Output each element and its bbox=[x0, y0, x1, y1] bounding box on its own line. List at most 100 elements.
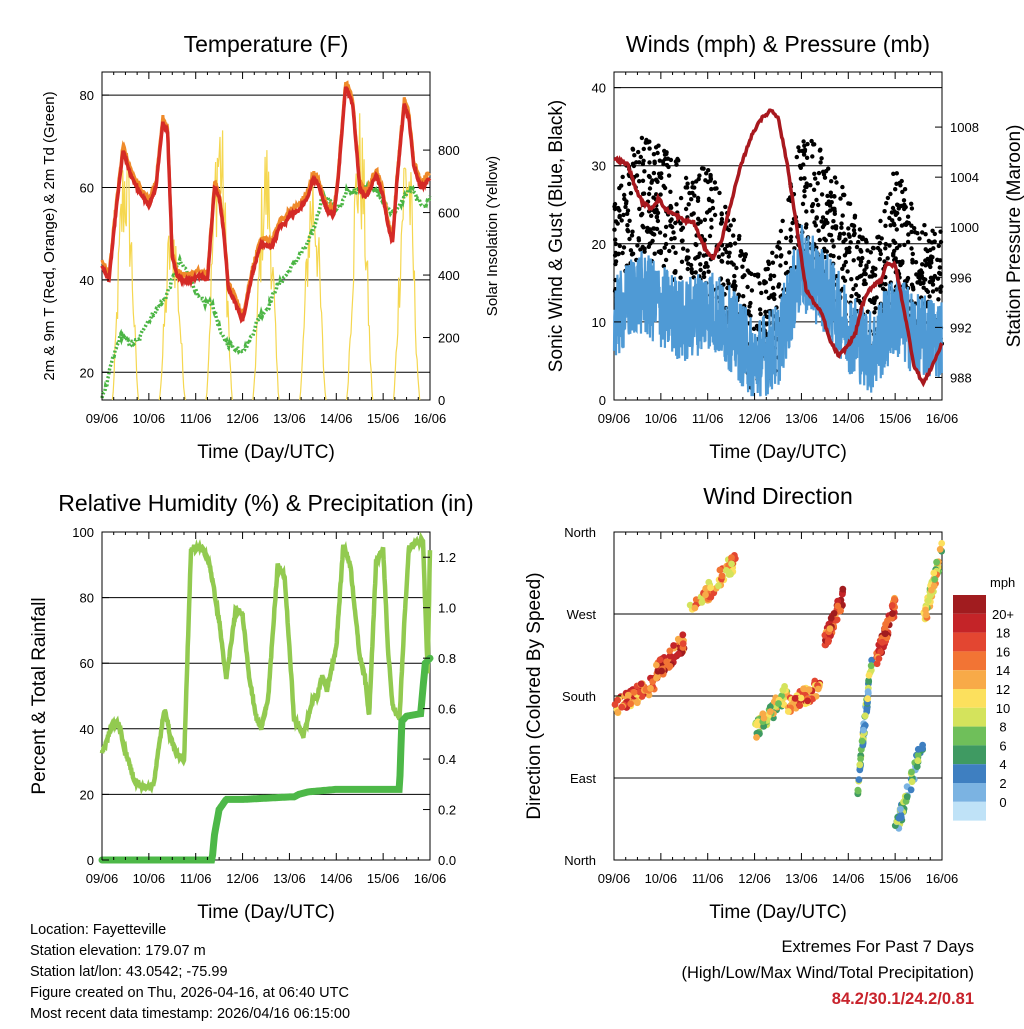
gust-point bbox=[683, 206, 689, 212]
solar-y2-tick-label: 800 bbox=[438, 143, 460, 158]
gust-point bbox=[649, 213, 654, 218]
gust-point bbox=[716, 254, 722, 259]
legend-swatch bbox=[953, 764, 986, 783]
gust-point bbox=[859, 249, 864, 254]
wind-direction-point bbox=[647, 684, 654, 692]
legend-label: 20+ bbox=[992, 607, 1014, 622]
gust-point bbox=[814, 197, 819, 203]
gust-point bbox=[641, 158, 646, 163]
gust-point bbox=[617, 185, 622, 191]
wind-direction-point bbox=[633, 699, 641, 707]
gust-point bbox=[910, 251, 915, 257]
gust-point bbox=[704, 261, 709, 266]
wind-direction-point bbox=[722, 567, 730, 574]
gust-point bbox=[679, 227, 684, 232]
x-tick-label: 11/06 bbox=[692, 411, 724, 426]
gust-point bbox=[822, 175, 828, 180]
gust-point bbox=[845, 269, 850, 274]
wind-direction-point bbox=[800, 685, 807, 693]
gust-point bbox=[846, 201, 851, 206]
gust-point bbox=[654, 214, 660, 219]
x-tick-label: 13/06 bbox=[273, 871, 306, 886]
temperature-x-axis-label: Time (Day/UTC) bbox=[197, 442, 335, 463]
gust-point bbox=[650, 238, 655, 244]
wind-direction-point bbox=[889, 610, 896, 617]
x-tick-label: 13/06 bbox=[785, 871, 818, 886]
gust-point bbox=[728, 223, 733, 228]
figure-created: Figure created on Thu, 2026-04-16, at 06… bbox=[30, 985, 349, 1001]
humidity-y-tick-label: 20 bbox=[80, 787, 94, 802]
gust-point bbox=[645, 225, 650, 231]
gust-point bbox=[662, 245, 667, 250]
gust-point bbox=[832, 175, 838, 180]
wind-direction-point bbox=[716, 566, 724, 574]
gust-point bbox=[802, 194, 807, 199]
gust-point bbox=[681, 246, 686, 251]
wind-direction-point bbox=[630, 688, 638, 696]
gust-point bbox=[937, 258, 943, 263]
gust-point bbox=[625, 208, 631, 213]
gust-point bbox=[857, 227, 863, 232]
gust-point bbox=[613, 259, 619, 264]
wind-direction-x-axis-label: Time (Day/UTC) bbox=[709, 902, 847, 923]
gust-point bbox=[895, 210, 900, 216]
extremes-box: Extremes For Past 7 Days (High/Low/Max W… bbox=[681, 934, 974, 1012]
gust-point bbox=[646, 244, 651, 249]
temperature-y-tick-label: 60 bbox=[80, 180, 94, 195]
gust-point bbox=[695, 221, 701, 226]
wind-direction-point bbox=[890, 596, 898, 603]
gust-point bbox=[661, 263, 666, 269]
wind-direction-point bbox=[930, 569, 938, 577]
gust-point bbox=[719, 219, 724, 225]
gust-point bbox=[689, 266, 694, 272]
x-tick-label: 10/06 bbox=[645, 411, 678, 426]
x-tick-label: 14/06 bbox=[832, 871, 865, 886]
gust-point bbox=[843, 259, 848, 265]
precip-y2-tick-label: 1.2 bbox=[438, 550, 456, 565]
gust-point bbox=[833, 224, 838, 229]
gust-point bbox=[905, 277, 910, 282]
wind-direction-y-axis-label: Direction (Colored By Speed) bbox=[524, 572, 545, 819]
gust-point bbox=[672, 236, 677, 241]
x-tick-label: 15/06 bbox=[879, 411, 912, 426]
x-tick-label: 14/06 bbox=[832, 411, 865, 426]
gust-point bbox=[936, 297, 941, 302]
gust-point bbox=[763, 309, 768, 315]
gust-point bbox=[709, 217, 714, 222]
wind-direction-point bbox=[865, 672, 873, 679]
precip-y2-tick-label: 0.8 bbox=[438, 651, 456, 666]
wind-direction-point bbox=[791, 695, 799, 702]
wind-direction-point bbox=[753, 734, 760, 741]
gust-point bbox=[757, 307, 763, 312]
gust-point bbox=[766, 295, 772, 301]
gust-point bbox=[655, 150, 660, 156]
gust-point bbox=[732, 279, 737, 284]
gust-point bbox=[827, 203, 833, 208]
winds-y-tick-label: 0 bbox=[599, 393, 606, 408]
gust-point bbox=[882, 209, 887, 214]
gust-point bbox=[671, 230, 676, 235]
gust-point bbox=[668, 218, 673, 224]
wind-direction-point bbox=[675, 650, 682, 658]
gust-point bbox=[938, 229, 943, 234]
gust-point bbox=[880, 286, 886, 291]
gust-point bbox=[901, 198, 907, 203]
gust-point bbox=[894, 227, 899, 232]
gust-point bbox=[931, 246, 936, 251]
gust-point bbox=[928, 264, 933, 270]
gust-point bbox=[770, 285, 776, 291]
gust-point bbox=[813, 176, 818, 181]
gust-point bbox=[641, 146, 646, 152]
gust-point bbox=[765, 266, 770, 272]
gust-point bbox=[623, 201, 629, 206]
gust-point bbox=[690, 180, 695, 185]
gust-point bbox=[732, 273, 737, 279]
gust-point bbox=[893, 187, 898, 192]
gust-point bbox=[658, 192, 663, 197]
wind-direction-point bbox=[653, 661, 660, 669]
gust-point bbox=[866, 259, 871, 265]
wind-direction-point bbox=[830, 610, 838, 617]
direction-y-tick-label: North bbox=[564, 525, 596, 540]
gust-point bbox=[882, 259, 887, 264]
gust-point bbox=[686, 202, 691, 207]
